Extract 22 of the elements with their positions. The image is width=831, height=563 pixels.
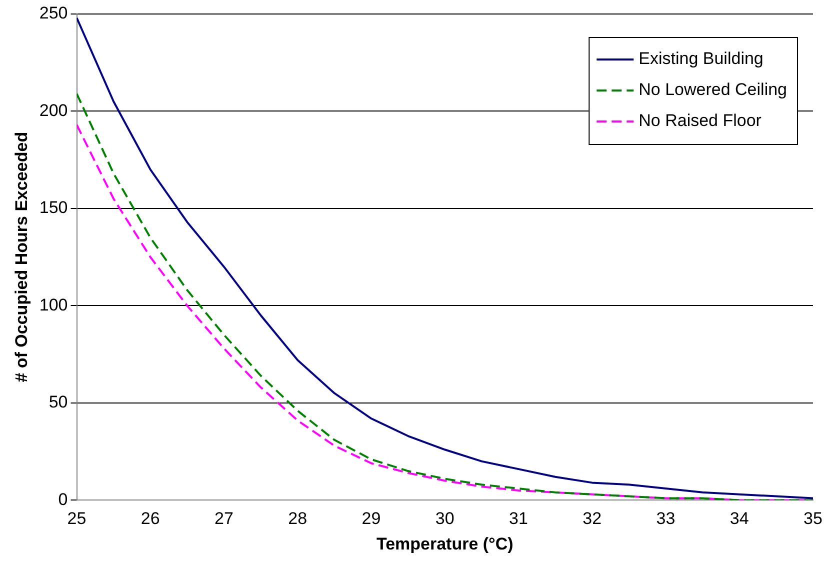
x-axis-title: Temperature (°C) [376, 534, 514, 554]
x-tick-label: 29 [362, 509, 381, 528]
legend-label: No Lowered Ceiling [638, 80, 788, 100]
y-tick-label: 250 [39, 4, 68, 23]
x-tick-label: 34 [730, 509, 749, 528]
x-tick-label: 26 [140, 509, 160, 528]
x-tick-label: 32 [582, 509, 602, 528]
y-tick-label: 200 [39, 100, 68, 120]
x-tick-label: 35 [804, 509, 822, 528]
x-tick-label: 25 [67, 509, 86, 528]
legend-label: Existing Building [638, 49, 764, 68]
x-tick-label: 30 [435, 509, 454, 528]
y-tick-label: 100 [39, 295, 68, 314]
y-axis-title: # of Occupied Hours Exceeded [12, 132, 31, 382]
x-tick-label: 33 [656, 509, 676, 528]
y-tick-label: 50 [48, 392, 68, 412]
x-tick-label: 27 [214, 509, 234, 528]
y-tick-label: 150 [39, 198, 68, 218]
legend-label: No Raised Floor [638, 111, 762, 130]
y-tick-label: 0 [58, 490, 68, 509]
x-tick-label: 28 [288, 509, 308, 528]
x-tick-label: 31 [509, 509, 528, 528]
